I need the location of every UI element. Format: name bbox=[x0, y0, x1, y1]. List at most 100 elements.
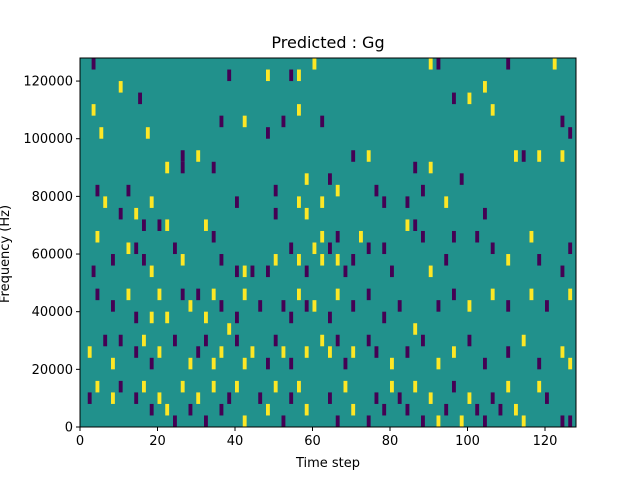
heatmap-cell bbox=[320, 196, 325, 208]
heatmap-cell bbox=[444, 403, 449, 416]
heatmap-cell bbox=[273, 207, 278, 220]
y-tick-label: 60000 bbox=[32, 248, 73, 263]
heatmap-cell bbox=[219, 403, 224, 416]
x-tick-label: 120 bbox=[533, 434, 558, 449]
heatmap-cell bbox=[235, 380, 239, 393]
heatmap-cell bbox=[421, 415, 425, 427]
heatmap-cell bbox=[289, 242, 294, 255]
heatmap-cell bbox=[514, 403, 518, 416]
heatmap-cell bbox=[126, 242, 131, 255]
heatmap-cell bbox=[498, 403, 503, 416]
heatmap-cell bbox=[490, 104, 495, 116]
heatmap-cell bbox=[382, 403, 387, 416]
heatmap-cell bbox=[490, 242, 495, 255]
heatmap-cell bbox=[351, 403, 356, 416]
heatmap-cell bbox=[436, 300, 441, 312]
plot-area bbox=[79, 57, 577, 428]
heatmap-cell bbox=[374, 184, 379, 197]
heatmap-cell bbox=[335, 254, 340, 266]
x-tick-label: 20 bbox=[149, 434, 166, 449]
y-tick-label: 120000 bbox=[23, 75, 73, 90]
heatmap-cell bbox=[297, 196, 301, 208]
plot-frame bbox=[79, 57, 577, 428]
heatmap-cell bbox=[196, 150, 201, 162]
heatmap-cell bbox=[568, 415, 573, 427]
heatmap-cell bbox=[537, 254, 542, 266]
heatmap-cell bbox=[521, 150, 526, 162]
heatmap-cell bbox=[405, 196, 410, 208]
heatmap-cells bbox=[87, 58, 573, 427]
heatmap-cell bbox=[413, 380, 418, 393]
heatmap-cell bbox=[111, 300, 115, 312]
heatmap-cell bbox=[204, 334, 208, 347]
heatmap-cell bbox=[273, 254, 278, 266]
heatmap-cell bbox=[111, 392, 115, 404]
heatmap-cell bbox=[219, 115, 224, 128]
heatmap-cell bbox=[335, 184, 340, 197]
heatmap-cell bbox=[157, 346, 162, 358]
heatmap-cell bbox=[529, 230, 534, 243]
heatmap-cell bbox=[266, 265, 270, 278]
heatmap-cell bbox=[196, 392, 201, 404]
heatmap-cell bbox=[103, 196, 108, 208]
heatmap-cell bbox=[165, 311, 170, 324]
heatmap-cell bbox=[281, 300, 286, 312]
heatmap-cell bbox=[196, 346, 201, 358]
heatmap-cell bbox=[91, 58, 96, 70]
heatmap-cell bbox=[219, 300, 224, 312]
heatmap-cell bbox=[111, 254, 115, 266]
heatmap-cell bbox=[490, 288, 495, 301]
heatmap-cell bbox=[483, 415, 487, 427]
heatmap-cell bbox=[211, 161, 216, 174]
heatmap-cell bbox=[428, 161, 433, 174]
heatmap-cell bbox=[444, 196, 449, 208]
heatmap-cell bbox=[297, 288, 301, 301]
heatmap-cell bbox=[405, 403, 410, 416]
heatmap-cell bbox=[157, 219, 162, 231]
heatmap-cell bbox=[180, 380, 185, 393]
chart-title: Predicted : Gg bbox=[271, 33, 384, 52]
heatmap-cell bbox=[521, 415, 526, 427]
heatmap-cell bbox=[421, 334, 425, 347]
heatmap-cell bbox=[149, 403, 154, 416]
y-tick-label: 80000 bbox=[32, 190, 73, 205]
heatmap-cell bbox=[273, 380, 278, 393]
heatmap-cell bbox=[204, 415, 208, 427]
heatmap-cell bbox=[235, 334, 239, 347]
heatmap-cell bbox=[390, 357, 394, 370]
heatmap-cell bbox=[157, 288, 162, 301]
heatmap-cell bbox=[397, 392, 402, 404]
heatmap-cell bbox=[320, 334, 325, 347]
heatmap-cell bbox=[459, 415, 464, 427]
heatmap-cell bbox=[297, 69, 301, 82]
heatmap-cell bbox=[452, 92, 456, 105]
y-axis-ticks: 0 20000 40000 60000 80000 100000 120000 bbox=[23, 75, 80, 436]
heatmap-cell bbox=[560, 265, 565, 278]
y-tick-label: 40000 bbox=[32, 305, 73, 320]
heatmap-cell bbox=[266, 127, 270, 139]
heatmap-cell bbox=[560, 150, 565, 162]
heatmap-cell bbox=[351, 346, 356, 358]
heatmap-cell bbox=[390, 265, 394, 278]
heatmap-cell bbox=[312, 242, 317, 255]
y-tick-label: 0 bbox=[65, 421, 73, 436]
x-axis-label: Time step bbox=[295, 456, 360, 471]
y-axis-label: Frequency (Hz) bbox=[0, 205, 13, 303]
heatmap-cell bbox=[258, 392, 263, 404]
heatmap-cell bbox=[545, 300, 549, 312]
heatmap-cell bbox=[320, 230, 325, 243]
heatmap-cell bbox=[157, 392, 162, 404]
heatmap-cell bbox=[320, 254, 325, 266]
heatmap-cell bbox=[149, 357, 154, 370]
heatmap-cell bbox=[227, 392, 232, 404]
heatmap-cell bbox=[568, 288, 573, 301]
heatmap-cell bbox=[421, 230, 425, 243]
heatmap-cell bbox=[165, 161, 170, 174]
heatmap-cell bbox=[180, 150, 185, 162]
heatmap-cell bbox=[180, 288, 185, 301]
heatmap-cell bbox=[459, 173, 464, 185]
heatmap-cell bbox=[483, 81, 487, 93]
heatmap-cell bbox=[95, 230, 100, 243]
heatmap-cell bbox=[545, 392, 549, 404]
